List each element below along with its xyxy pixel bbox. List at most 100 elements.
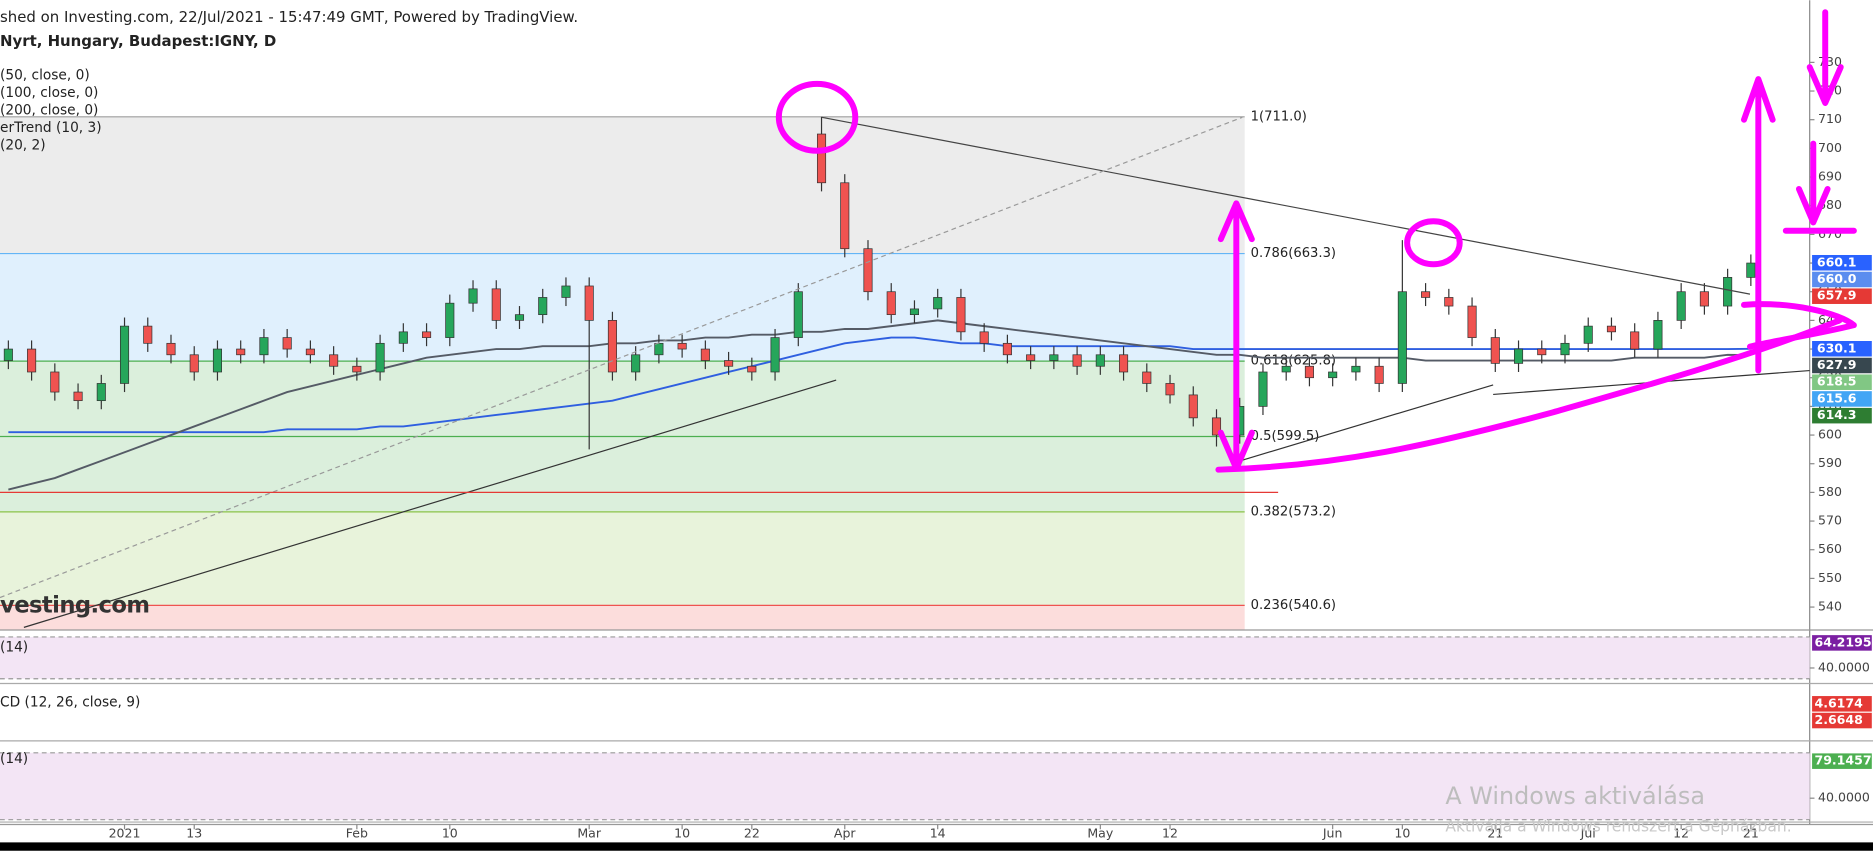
candle-body bbox=[1630, 331, 1640, 350]
indicator-tag bbox=[1812, 712, 1872, 729]
candle-body bbox=[445, 302, 455, 338]
x-tick-label: 10 bbox=[442, 826, 458, 841]
candle-body bbox=[677, 342, 687, 350]
fib-label: 0.382(573.2) bbox=[1251, 504, 1336, 519]
moving-average bbox=[8, 319, 1751, 491]
chart-subtitle: Nyrt, Hungary, Budapest:IGNY, D bbox=[0, 32, 276, 50]
candle-body bbox=[305, 348, 315, 356]
x-tick-label: 10 bbox=[1394, 826, 1410, 841]
candle-body bbox=[1723, 277, 1733, 307]
y-tick-label: 710 bbox=[1818, 111, 1842, 126]
candle-body bbox=[1513, 348, 1524, 364]
candle-body bbox=[863, 248, 873, 293]
candle-body bbox=[561, 285, 571, 298]
legend-entry: (50, close, 0) bbox=[0, 68, 90, 84]
candle-body bbox=[73, 391, 83, 402]
pane-title: (14) bbox=[0, 751, 28, 767]
x-tick-label: 21 bbox=[1743, 826, 1759, 841]
pane-title: (14) bbox=[0, 640, 28, 656]
y-tick-label: 570 bbox=[1818, 513, 1842, 528]
legend-entry: (20, 2) bbox=[0, 137, 46, 153]
candle-body bbox=[654, 342, 664, 356]
x-tick-label: 13 bbox=[186, 826, 202, 841]
watermark: Aktiválja a Windows rendszert a Gépházba… bbox=[1445, 817, 1791, 835]
candle-body bbox=[770, 337, 780, 373]
trend-line bbox=[821, 116, 1751, 295]
legend-entry: (200, close, 0) bbox=[0, 102, 98, 118]
candle-body bbox=[1653, 320, 1663, 350]
drawings bbox=[0, 9, 1857, 628]
trend-line bbox=[23, 379, 837, 628]
x-tick-label: 10 bbox=[674, 826, 690, 841]
candle-body bbox=[1304, 365, 1314, 379]
chart-title: shed on Investing.com, 22/Jul/2021 - 15:… bbox=[0, 8, 578, 26]
candle-body bbox=[607, 320, 617, 373]
y-tick-label: 590 bbox=[1818, 455, 1842, 470]
x-tick-label: Apr bbox=[834, 826, 857, 841]
candle-body bbox=[1444, 297, 1454, 307]
pane-band bbox=[0, 636, 1810, 679]
candle-body bbox=[1258, 371, 1268, 407]
y-tick-label: 560 bbox=[1818, 541, 1842, 556]
price-tag-label: 618.5 bbox=[1817, 374, 1857, 389]
price-tag bbox=[1812, 374, 1872, 390]
y-tick-label: 540 bbox=[1818, 599, 1842, 614]
candle-body bbox=[259, 337, 269, 356]
indicator-tag-label: 79.1457 bbox=[1814, 753, 1871, 768]
candle-body bbox=[282, 337, 292, 350]
x-tick-label: Jun bbox=[1322, 826, 1343, 841]
indicator-tag-label: 64.2195 bbox=[1814, 634, 1871, 649]
fib-band bbox=[0, 253, 1245, 362]
candle-body bbox=[1397, 291, 1407, 384]
main-pane bbox=[0, 48, 1810, 631]
y-tick-label: 600 bbox=[1818, 427, 1842, 442]
candle-body bbox=[166, 342, 176, 356]
candle-body bbox=[329, 354, 339, 367]
candle-body bbox=[1049, 354, 1059, 361]
x-tick-label: 12 bbox=[1673, 826, 1689, 841]
candle-body bbox=[1002, 342, 1012, 356]
price-tag bbox=[1812, 391, 1872, 407]
down-arrow bbox=[1806, 9, 1844, 106]
pane-band bbox=[0, 752, 1810, 820]
candle-body bbox=[793, 291, 803, 338]
candle-body bbox=[1351, 365, 1361, 373]
candle-body bbox=[212, 348, 223, 373]
fib-band bbox=[0, 511, 1245, 606]
candle-body bbox=[468, 288, 478, 304]
candle-body bbox=[1095, 354, 1105, 367]
x-tick-label: 21 bbox=[1487, 826, 1503, 841]
price-tag bbox=[1812, 288, 1872, 304]
pane-title: CD (12, 26, close, 9) bbox=[0, 695, 140, 711]
fib-band bbox=[0, 436, 1245, 512]
candle-body bbox=[909, 308, 920, 316]
candle-body bbox=[352, 365, 362, 373]
candle-body bbox=[1188, 394, 1198, 419]
candle-body bbox=[143, 325, 153, 344]
up-arrow bbox=[1741, 76, 1776, 374]
indicator-tag-label: 4.6174 bbox=[1814, 695, 1863, 710]
moving-average bbox=[8, 336, 1751, 434]
candle-body bbox=[1676, 291, 1686, 321]
fib-band bbox=[0, 116, 1245, 254]
candle-body bbox=[1490, 337, 1500, 364]
legend-entry: (100, close, 0) bbox=[0, 85, 98, 101]
candle-body bbox=[1560, 342, 1570, 356]
candle-body bbox=[422, 331, 432, 338]
x-tick-label: 12 bbox=[1162, 826, 1178, 841]
candle-body bbox=[747, 365, 757, 373]
candle-body bbox=[1142, 371, 1152, 384]
candle-body bbox=[1026, 354, 1036, 361]
candle-body bbox=[491, 288, 501, 321]
y-tick-label: 550 bbox=[1818, 570, 1842, 585]
x-tick-label: Mar bbox=[577, 826, 601, 841]
y-tick-label: 690 bbox=[1818, 169, 1842, 184]
candle-body bbox=[1165, 383, 1175, 396]
legend-entry: erTrend (10, 3) bbox=[0, 120, 102, 136]
candle-body bbox=[700, 348, 710, 361]
candle-body bbox=[886, 291, 896, 316]
candle-body bbox=[724, 360, 734, 367]
